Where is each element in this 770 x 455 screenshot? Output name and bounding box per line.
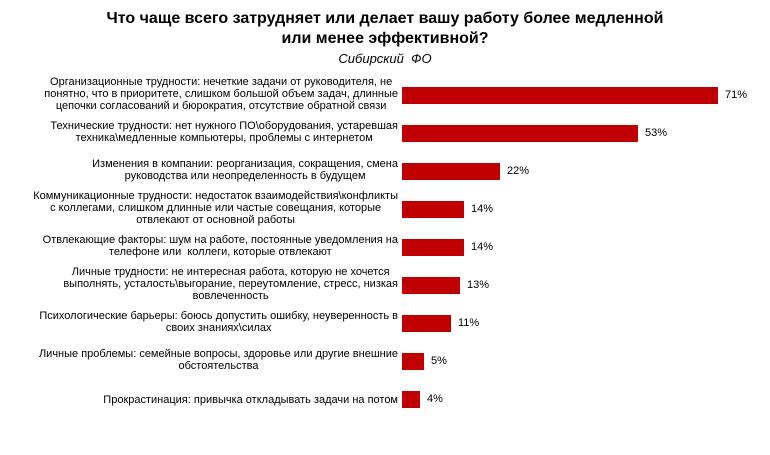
category-label-cell: Прокрастинация: привычка откладывать зад… bbox=[0, 390, 398, 408]
category-label: Личные проблемы: семейные вопросы, здоро… bbox=[38, 348, 398, 372]
value-label: 22% bbox=[507, 165, 530, 177]
bar-cell: 14% bbox=[402, 238, 770, 256]
bar bbox=[402, 390, 420, 408]
category-label: Коммуникационные трудности: недостаток в… bbox=[33, 190, 398, 226]
bar-cell: 13% bbox=[402, 276, 770, 294]
chart-row: Отвлекающие факторы: шум на работе, пост… bbox=[0, 228, 770, 266]
category-label: Психологические барьеры: боюсь допустить… bbox=[39, 310, 398, 334]
bar bbox=[402, 200, 464, 218]
bar-cell: 53% bbox=[402, 124, 770, 142]
chart-subtitle: Сибирский ФО bbox=[338, 51, 432, 66]
category-label-cell: Психологические барьеры: боюсь допустить… bbox=[0, 310, 398, 336]
bar bbox=[402, 162, 500, 180]
chart-row: Организационные трудности: нечеткие зада… bbox=[0, 76, 770, 114]
chart-row: Технические трудности: нет нужного ПО\об… bbox=[0, 114, 770, 152]
bar bbox=[402, 352, 424, 370]
chart-title: Что чаще всего затрудняет или делает ваш… bbox=[106, 10, 664, 47]
chart-row: Личные трудности: не интересная работа, … bbox=[0, 266, 770, 304]
bar-cell: 71% bbox=[402, 86, 770, 104]
category-label-cell: Изменения в компании: реорганизация, сок… bbox=[0, 158, 398, 184]
category-label: Организационные трудности: нечеткие зада… bbox=[44, 76, 398, 112]
bar-cell: 5% bbox=[402, 352, 770, 370]
chart-row: Изменения в компании: реорганизация, сок… bbox=[0, 152, 770, 190]
category-label-cell: Личные трудности: не интересная работа, … bbox=[0, 266, 398, 304]
category-label-cell: Коммуникационные трудности: недостаток в… bbox=[0, 190, 398, 228]
category-label: Изменения в компании: реорганизация, сок… bbox=[92, 158, 398, 182]
value-label: 53% bbox=[645, 127, 668, 139]
value-label: 14% bbox=[471, 241, 494, 253]
chart-row: Психологические барьеры: боюсь допустить… bbox=[0, 304, 770, 342]
category-label-cell: Личные проблемы: семейные вопросы, здоро… bbox=[0, 348, 398, 374]
chart-row: Коммуникационные трудности: недостаток в… bbox=[0, 190, 770, 228]
category-label: Прокрастинация: привычка откладывать зад… bbox=[103, 394, 398, 406]
bar-cell: 14% bbox=[402, 200, 770, 218]
value-label: 14% bbox=[471, 203, 494, 215]
value-label: 5% bbox=[431, 355, 447, 367]
bar bbox=[402, 86, 718, 104]
value-label: 13% bbox=[467, 279, 490, 291]
bar-cell: 4% bbox=[402, 390, 770, 408]
bar-cell: 22% bbox=[402, 162, 770, 180]
category-label: Отвлекающие факторы: шум на работе, пост… bbox=[42, 234, 398, 258]
chart-row: Личные проблемы: семейные вопросы, здоро… bbox=[0, 342, 770, 380]
plot-area: Организационные трудности: нечеткие зада… bbox=[0, 76, 770, 418]
category-label: Личные трудности: не интересная работа, … bbox=[63, 266, 398, 302]
bar bbox=[402, 276, 460, 294]
value-label: 11% bbox=[458, 317, 480, 329]
value-label: 71% bbox=[725, 89, 748, 101]
bar bbox=[402, 124, 638, 142]
value-label: 4% bbox=[427, 393, 443, 405]
bar bbox=[402, 314, 451, 332]
category-label: Технические трудности: нет нужного ПО\об… bbox=[50, 120, 398, 144]
bar bbox=[402, 238, 464, 256]
category-label-cell: Организационные трудности: нечеткие зада… bbox=[0, 76, 398, 114]
category-label-cell: Технические трудности: нет нужного ПО\об… bbox=[0, 120, 398, 146]
chart-row: Прокрастинация: привычка откладывать зад… bbox=[0, 380, 770, 418]
bar-cell: 11% bbox=[402, 314, 770, 332]
category-label-cell: Отвлекающие факторы: шум на работе, пост… bbox=[0, 234, 398, 260]
